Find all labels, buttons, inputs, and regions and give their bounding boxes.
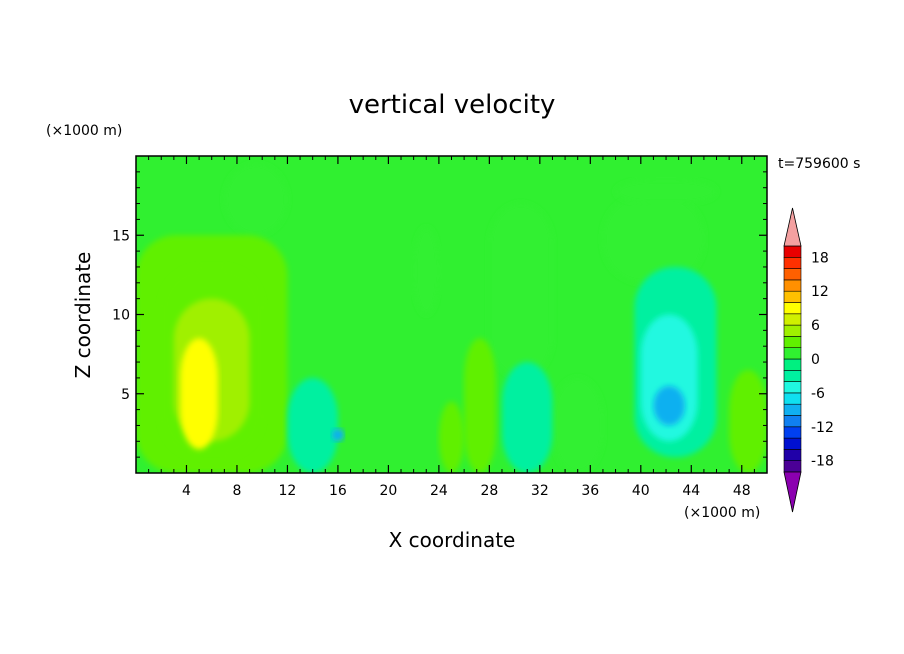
x-tick-label: 12 [279,483,297,499]
colorbar-tick-label: 18 [811,250,829,266]
y-tick-label: 15 [112,228,130,244]
contour-region [180,338,219,450]
y-axis: 5 10 15 [112,171,767,458]
x-tick-label: 44 [682,483,700,499]
colorbar-band [783,449,802,461]
x-tick-label: 32 [531,483,549,499]
x-tick-label: 16 [329,483,347,499]
contour-region [653,385,685,426]
contour-region [464,338,496,473]
x-tick-label: 8 [232,483,241,499]
colorbar-band [783,324,802,337]
contour-region [413,227,439,315]
contour-region [287,377,338,473]
contour-region [224,163,288,236]
colorbar-extend-top [783,207,802,247]
contour-region [489,203,553,378]
x-tick-label: 48 [733,483,751,499]
x-axis: 4 8 12 16 20 24 28 32 36 40 44 48 [148,156,755,499]
x-tick-label: 4 [182,483,191,499]
colorbar-band [783,279,802,292]
contour-region [729,369,767,473]
colorbar-tick-label: 0 [811,352,820,368]
colorbar-tick-label: -18 [811,454,834,470]
colorbar-tick-label: -6 [811,386,825,402]
contour-region [438,401,465,473]
colorbar-tick-label: 6 [811,318,820,334]
x-axis-label: X coordinate [389,528,516,552]
colorbar-band [783,256,802,269]
contour-field [136,156,767,473]
x-tick-label: 40 [632,483,650,499]
y-tick-label: 5 [121,387,130,403]
colorbar: 18 12 6 0 -6 -12 -18 [783,207,834,513]
colorbar-band [783,460,802,473]
x-tick-label: 28 [480,483,498,499]
colorbar-band [783,358,802,371]
contour-region [615,179,717,204]
x-tick-label: 36 [581,483,599,499]
x-tick-label: 24 [430,483,448,499]
colorbar-band [783,415,802,428]
colorbar-band [783,268,802,281]
colorbar-band [783,437,802,450]
colorbar-band [783,347,802,360]
colorbar-band [783,392,802,405]
colorbar-band [783,369,802,382]
colorbar-tick-label: 12 [811,284,829,300]
chart-title: vertical velocity [349,90,556,120]
contour-region [552,377,603,473]
contour-region [331,428,345,442]
colorbar-band [783,426,802,439]
y-tick-label: 10 [112,308,130,324]
x-tick-label: 20 [379,483,397,499]
colorbar-band [783,313,802,326]
colorbar-band [783,336,802,348]
colorbar-extend-bottom [783,471,802,513]
y-unit-label: (×1000 m) [46,123,122,139]
colorbar-tick-label: -12 [811,420,834,436]
colorbar-band [783,381,802,394]
colorbar-band [783,290,802,303]
x-unit-label: (×1000 m) [684,505,760,521]
colorbar-band [783,245,802,258]
contour-region [501,362,553,473]
y-axis-label: Z coordinate [71,252,95,379]
colorbar-band [783,302,802,315]
time-label: t=759600 s [778,156,860,172]
colorbar-band [783,403,802,416]
contour-region [602,195,704,283]
